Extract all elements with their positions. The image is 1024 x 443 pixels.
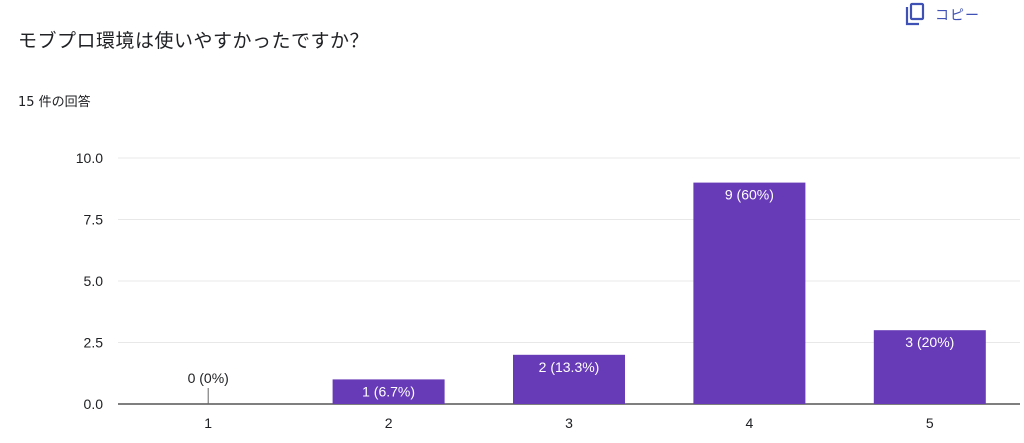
- data-label: 2 (13.3%): [539, 359, 600, 375]
- data-label: 0 (0%): [188, 370, 229, 386]
- copy-label: コピー: [935, 8, 980, 24]
- y-tick-label: 10.0: [76, 150, 103, 166]
- bar: [873, 330, 986, 404]
- data-label: 3 (20%): [905, 334, 954, 350]
- y-tick-label: 2.5: [84, 335, 104, 351]
- bar: [513, 354, 625, 404]
- y-tick-label: 5.0: [84, 273, 104, 289]
- x-tick-label: 1: [204, 415, 212, 431]
- copy-icon: [903, 2, 925, 28]
- response-count: 15 件の回答: [18, 95, 91, 110]
- question-title: モブプロ環境は使いやすかったですか？: [18, 30, 370, 52]
- x-tick-label: 2: [385, 415, 393, 431]
- bar: [693, 182, 806, 404]
- x-tick-label: 3: [565, 415, 573, 431]
- copy-button[interactable]: コピー: [903, 2, 980, 28]
- y-tick-label: 7.5: [84, 212, 104, 228]
- data-label: 1 (6.7%): [362, 383, 415, 399]
- bar: [332, 379, 445, 404]
- y-tick-label: 0.0: [84, 396, 104, 412]
- data-label: 9 (60%): [725, 187, 774, 203]
- x-tick-label: 5: [926, 415, 934, 431]
- x-tick-label: 4: [746, 415, 754, 431]
